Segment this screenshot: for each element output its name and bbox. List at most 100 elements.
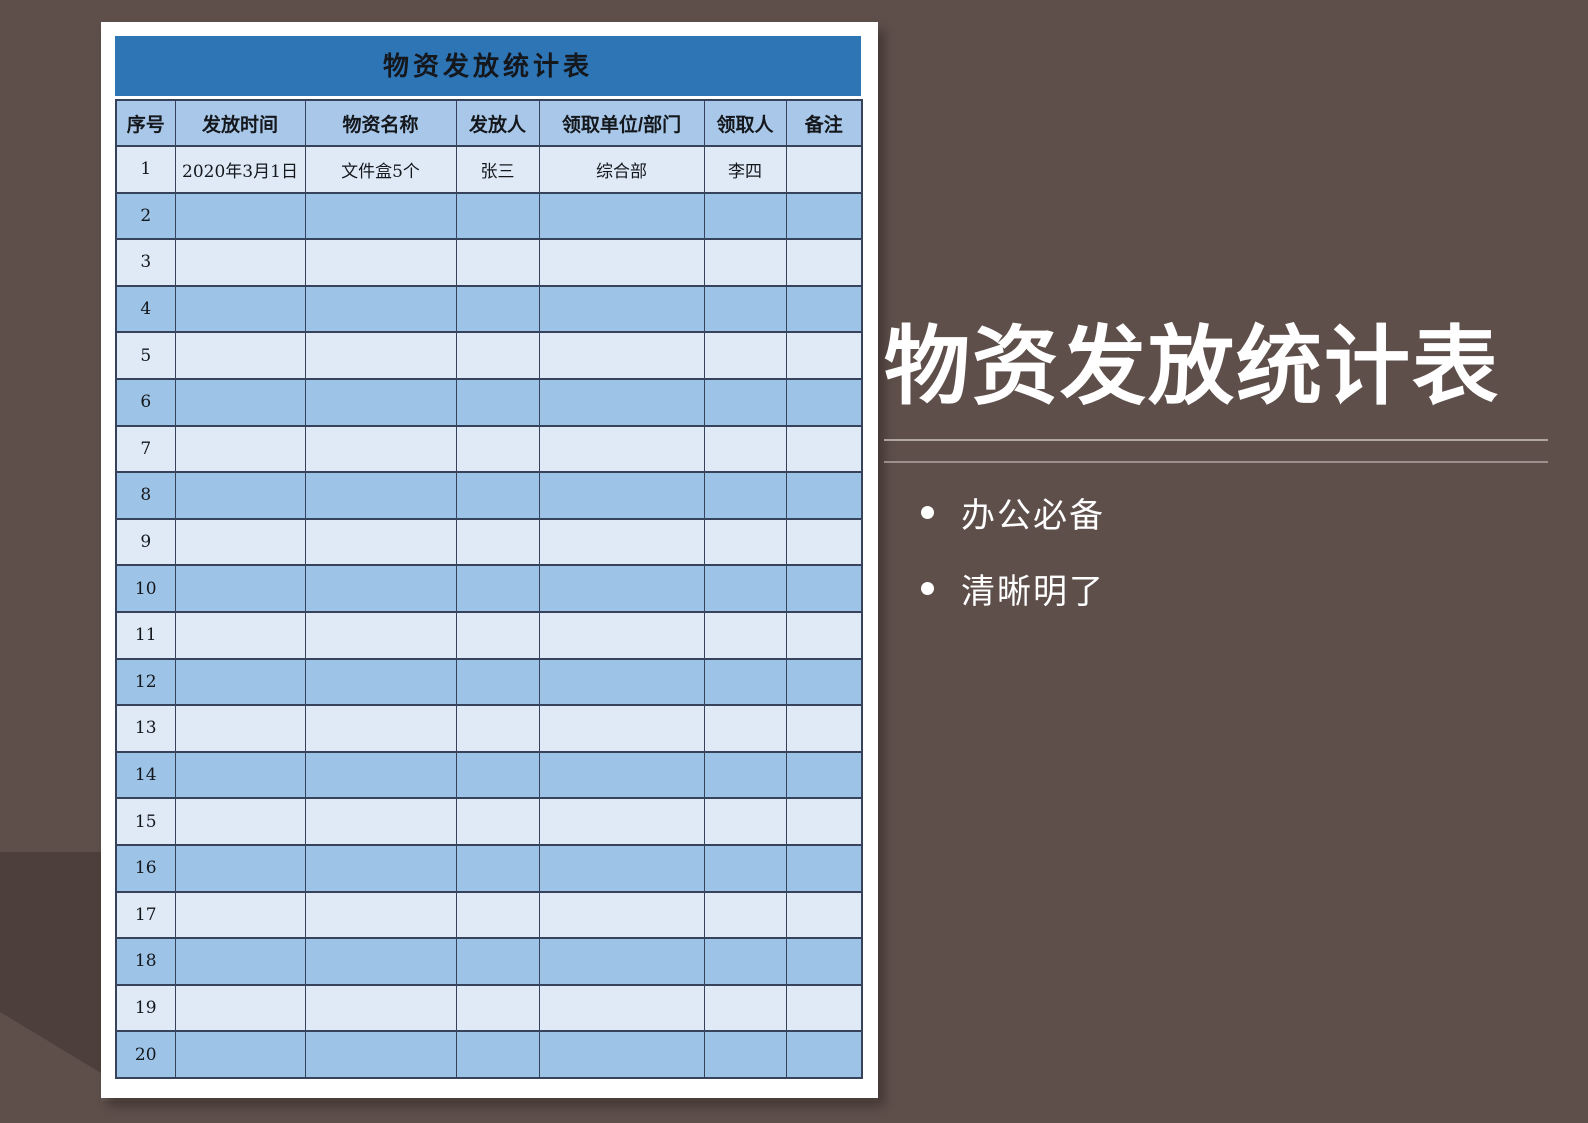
data-cell <box>304 843 457 893</box>
data-cell <box>703 471 787 520</box>
data-cell <box>304 937 457 986</box>
data-cell <box>455 238 540 287</box>
data-cell <box>538 191 705 241</box>
table-row: 11 <box>115 610 863 660</box>
title-underline <box>884 461 1548 463</box>
row-number-cell: 18 <box>115 937 176 986</box>
data-cell <box>785 471 863 520</box>
data-cell <box>174 657 306 707</box>
row-number-cell: 3 <box>115 238 176 287</box>
data-cell <box>455 191 540 241</box>
data-cell <box>538 704 705 753</box>
table-row: 17 <box>115 890 863 940</box>
distribution-table: 物资发放统计表 序号 发放时间 物资名称 发放人 领取单位/部门 领取人 备注 … <box>115 36 863 1079</box>
data-cell <box>174 610 306 660</box>
data-cell <box>538 284 705 334</box>
data-cell <box>455 983 540 1033</box>
table-row: 7 <box>115 424 863 474</box>
table-row: 13 <box>115 704 863 753</box>
column-header-index: 序号 <box>115 99 176 147</box>
data-cell: 文件盒5个 <box>304 145 457 194</box>
data-cell <box>304 284 457 334</box>
data-cell <box>785 331 863 380</box>
data-cell <box>703 517 787 567</box>
data-cell <box>703 238 787 287</box>
table-header-row: 序号 发放时间 物资名称 发放人 领取单位/部门 领取人 备注 <box>115 99 863 147</box>
data-cell <box>304 1030 457 1079</box>
data-cell <box>174 517 306 567</box>
data-cell <box>703 424 787 474</box>
data-cell <box>538 1030 705 1079</box>
title-underline <box>884 439 1548 441</box>
data-cell <box>703 843 787 893</box>
row-number-cell: 20 <box>115 1030 176 1079</box>
row-number-cell: 1 <box>115 145 176 194</box>
bullet-dot-icon <box>921 581 934 595</box>
row-number-cell: 4 <box>115 284 176 334</box>
data-cell <box>538 471 705 520</box>
data-cell <box>304 704 457 753</box>
data-cell <box>703 191 787 241</box>
data-cell <box>785 797 863 846</box>
row-number-cell: 11 <box>115 610 176 660</box>
data-cell <box>174 564 306 613</box>
data-cell <box>174 471 306 520</box>
data-cell <box>304 983 457 1033</box>
data-cell <box>703 284 787 334</box>
data-cell <box>538 937 705 986</box>
data-cell <box>455 657 540 707</box>
table-row: 6 <box>115 377 863 427</box>
data-cell <box>174 937 306 986</box>
data-cell <box>455 471 540 520</box>
table-row: 16 <box>115 843 863 893</box>
table-row: 15 <box>115 797 863 846</box>
table-row: 3 <box>115 238 863 287</box>
table-row: 4 <box>115 284 863 334</box>
row-number-cell: 13 <box>115 704 176 753</box>
data-cell <box>174 843 306 893</box>
row-number-cell: 9 <box>115 517 176 567</box>
data-cell <box>174 1030 306 1079</box>
data-cell <box>304 377 457 427</box>
data-cell <box>538 610 705 660</box>
document-card: 物资发放统计表 序号 发放时间 物资名称 发放人 领取单位/部门 领取人 备注 … <box>101 22 878 1098</box>
column-header-time: 发放时间 <box>174 99 306 147</box>
row-number-cell: 14 <box>115 750 176 800</box>
row-number-cell: 5 <box>115 331 176 380</box>
column-header-remark: 备注 <box>785 99 863 147</box>
data-cell <box>538 517 705 567</box>
data-cell <box>455 331 540 380</box>
row-number-cell: 10 <box>115 564 176 613</box>
background-corner-shadow <box>0 852 101 1073</box>
column-header-receiver: 领取人 <box>703 99 787 147</box>
data-cell <box>703 564 787 613</box>
bullet-dot-icon <box>921 505 934 519</box>
data-cell <box>455 424 540 474</box>
data-cell <box>304 191 457 241</box>
data-cell <box>455 843 540 893</box>
data-cell <box>785 843 863 893</box>
data-cell <box>538 424 705 474</box>
data-cell <box>785 937 863 986</box>
data-cell <box>785 657 863 707</box>
data-cell <box>174 424 306 474</box>
data-cell <box>703 377 787 427</box>
data-cell <box>538 331 705 380</box>
row-number-cell: 19 <box>115 983 176 1033</box>
table-row: 5 <box>115 331 863 380</box>
data-cell <box>174 238 306 287</box>
data-cell <box>304 657 457 707</box>
data-cell <box>304 331 457 380</box>
data-cell <box>785 610 863 660</box>
data-cell <box>785 145 863 194</box>
data-cell <box>304 797 457 846</box>
data-cell <box>304 890 457 940</box>
data-cell <box>538 657 705 707</box>
data-cell <box>538 797 705 846</box>
table-row: 10 <box>115 564 863 613</box>
data-cell <box>538 238 705 287</box>
data-cell <box>455 377 540 427</box>
bullet-label: 清晰明了 <box>961 572 1105 611</box>
data-cell <box>703 890 787 940</box>
